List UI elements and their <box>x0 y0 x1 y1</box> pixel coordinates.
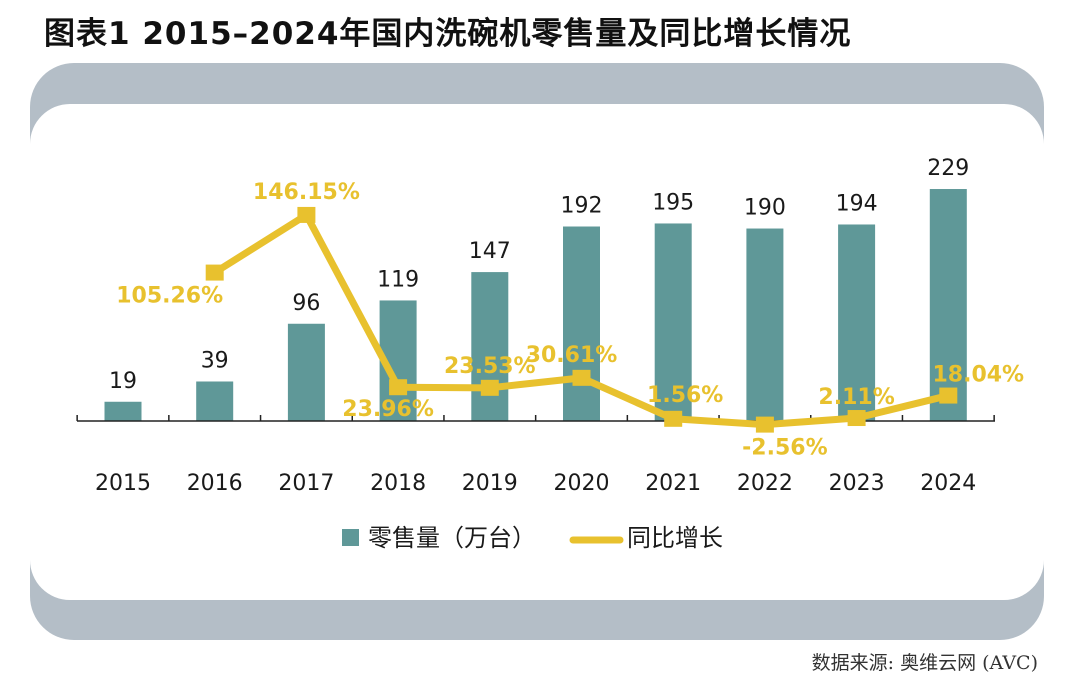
bar-value-label-2015: 19 <box>109 369 137 394</box>
growth-value-label-2021: 1.56% <box>647 383 723 408</box>
bar-value-label-2019: 147 <box>469 239 511 264</box>
bar-2021 <box>654 223 692 421</box>
bar-value-label-2020: 192 <box>561 194 603 219</box>
bar-value-label-2021: 195 <box>652 190 694 215</box>
bar-2019 <box>471 272 509 421</box>
bar-2022 <box>746 228 784 421</box>
bar-2023 <box>838 224 876 421</box>
growth-marker-2021 <box>664 410 683 427</box>
bar-2020 <box>563 226 600 421</box>
data-labels: 19 39 96 119 147 192 195 190 194 229 105.26% 146.15… <box>109 156 1024 461</box>
bar-value-label-2024: 229 <box>927 156 969 181</box>
growth-value-label-2024: 18.04% <box>932 363 1024 388</box>
bar-value-label-2018: 119 <box>377 267 419 292</box>
bar-2015 <box>104 401 142 421</box>
x-tick-label-2019: 2019 <box>462 471 518 496</box>
x-tick-label-2015: 2015 <box>95 471 151 496</box>
legend: 零售量（万台） 同比增长 <box>342 524 723 552</box>
bar-series <box>104 189 967 421</box>
growth-value-label-2018: 23.96% <box>342 397 434 422</box>
bar-2016 <box>196 381 234 421</box>
x-tick-label-2024: 2024 <box>920 471 976 496</box>
growth-marker-2022 <box>755 416 774 433</box>
growth-value-label-2016: 105.26% <box>116 284 223 309</box>
growth-marker-2017 <box>297 206 316 223</box>
bar-value-label-2016: 39 <box>201 348 229 373</box>
x-tick-label-2020: 2020 <box>554 471 610 496</box>
bar-2017 <box>287 323 325 421</box>
growth-line-series <box>205 206 958 433</box>
x-tick-label-2023: 2023 <box>829 471 885 496</box>
growth-value-label-2022: -2.56% <box>742 436 827 461</box>
x-tick-label-2018: 2018 <box>370 471 426 496</box>
growth-marker-2019 <box>480 379 499 396</box>
growth-marker-2016 <box>205 264 224 281</box>
legend-swatch-bar <box>342 529 359 546</box>
x-tick-label-2017: 2017 <box>278 471 334 496</box>
x-tick-label-2022: 2022 <box>737 471 793 496</box>
growth-marker-2023 <box>847 410 866 427</box>
growth-value-label-2023: 2.11% <box>818 385 894 410</box>
x-tick-label-2021: 2021 <box>645 471 701 496</box>
growth-value-label-2020: 30.61% <box>526 343 618 368</box>
chart-title: 图表1 2015–2024年国内洗碗机零售量及同比增长情况 <box>44 16 852 52</box>
bar-2024 <box>929 189 967 421</box>
bar-value-label-2017: 96 <box>292 291 320 316</box>
bar-value-label-2022: 190 <box>744 196 786 221</box>
growth-marker-2024 <box>939 387 958 404</box>
growth-marker-2020 <box>572 369 591 386</box>
x-tick-label-2016: 2016 <box>187 471 243 496</box>
legend-label-bar: 零售量（万台） <box>368 524 536 552</box>
growth-value-label-2019: 23.53% <box>444 354 536 379</box>
growth-marker-2018 <box>389 379 408 396</box>
bar-value-label-2023: 194 <box>836 191 878 216</box>
legend-label-line: 同比增长 <box>627 524 723 552</box>
x-axis: 2015 2016 2017 2018 2019 2020 2021 2022 2023 2024 <box>76 415 995 496</box>
data-source-note: 数据来源: 奥维云网 (AVC) <box>811 652 1038 674</box>
growth-value-label-2017: 146.15% <box>253 180 360 205</box>
